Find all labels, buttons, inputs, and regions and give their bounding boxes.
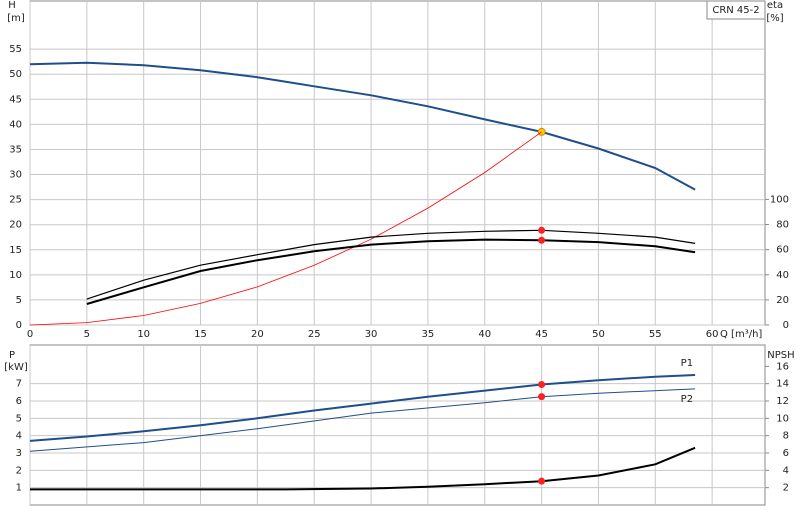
y-tick-label: 20 — [9, 220, 22, 231]
y-tick-label: 15 — [9, 245, 22, 256]
x-tick-label: 55 — [649, 329, 662, 340]
y-tick-label: 1 — [16, 483, 22, 494]
y-tick-label: 10 — [9, 270, 22, 281]
y-label: H — [8, 0, 16, 11]
duty-point — [538, 381, 546, 389]
y2-tick-label: 4 — [783, 465, 789, 476]
series-line — [86, 229, 696, 300]
x-tick-label: 25 — [308, 329, 321, 340]
y2-tick-label: 6 — [783, 448, 789, 459]
title-box — [706, 0, 766, 20]
x-tick-label: 5 — [84, 329, 90, 340]
y-tick-label: 0 — [16, 320, 22, 331]
duty-point — [538, 477, 546, 485]
x-tick-label: 15 — [194, 329, 207, 340]
y-tick-label: 50 — [9, 69, 22, 80]
y-tick-label: 3 — [16, 448, 22, 459]
y-tick-label: 2 — [16, 465, 22, 476]
x-tick-label: 20 — [251, 329, 264, 340]
y2-tick-label: 12 — [776, 396, 789, 407]
y2-tick-label: 80 — [776, 220, 789, 231]
y2-tick-label: 40 — [776, 270, 789, 281]
series-line — [29, 388, 696, 452]
series-line — [30, 446, 696, 491]
chart-title: CRN 45-2 — [712, 5, 759, 16]
plot-area — [29, 344, 766, 506]
y2-unit: [%] — [766, 13, 783, 24]
x-tick-label: 35 — [422, 329, 435, 340]
y2-tick-label: 16 — [776, 361, 789, 372]
y2-tick-label: 0 — [783, 320, 789, 331]
y-tick-label: 45 — [9, 94, 22, 105]
y-label: P — [9, 350, 15, 361]
series-label: P2 — [681, 394, 693, 405]
x-tick-label: 40 — [478, 329, 491, 340]
series-line — [29, 61, 696, 191]
y-tick-label: 7 — [16, 379, 22, 390]
x-tick-label: 30 — [365, 329, 378, 340]
y-tick-label: 55 — [9, 44, 22, 55]
y-tick-label: 25 — [9, 195, 22, 206]
y-tick-label: 40 — [9, 119, 22, 130]
y-tick-label: 5 — [16, 295, 22, 306]
y-tick-label: 6 — [16, 396, 22, 407]
y2-tick-label: 10 — [776, 413, 789, 424]
y-tick-label: 5 — [16, 413, 22, 424]
x-tick-label: 60 — [706, 329, 719, 340]
duty-point — [538, 393, 546, 401]
y-tick-label: 4 — [16, 431, 22, 442]
y2-tick-label: 100 — [770, 194, 789, 205]
y-unit: [kW] — [4, 362, 28, 373]
y2-tick-label: 8 — [783, 431, 789, 442]
x-tick-label: 10 — [137, 329, 150, 340]
x-label: Q [m³/h] — [720, 329, 762, 340]
series-label: P1 — [681, 358, 693, 369]
y-tick-label: 35 — [9, 144, 22, 155]
y2-label: NPSH — [767, 350, 794, 361]
y2-label: eta — [767, 0, 783, 11]
x-tick-label: 45 — [535, 329, 548, 340]
y-tick-label: 30 — [9, 170, 22, 181]
duty-point — [538, 236, 546, 244]
x-tick-label: 0 — [27, 329, 33, 340]
y2-tick-label: 60 — [776, 245, 789, 256]
series-line — [29, 374, 696, 442]
duty-point — [538, 226, 546, 234]
y2-tick-label: 14 — [776, 379, 789, 390]
y2-tick-label: 2 — [783, 483, 789, 494]
series-line — [86, 238, 696, 305]
y2-tick-label: 20 — [776, 295, 789, 306]
series-line — [29, 131, 542, 326]
y-unit: [m] — [7, 13, 25, 24]
x-tick-label: 50 — [592, 329, 605, 340]
